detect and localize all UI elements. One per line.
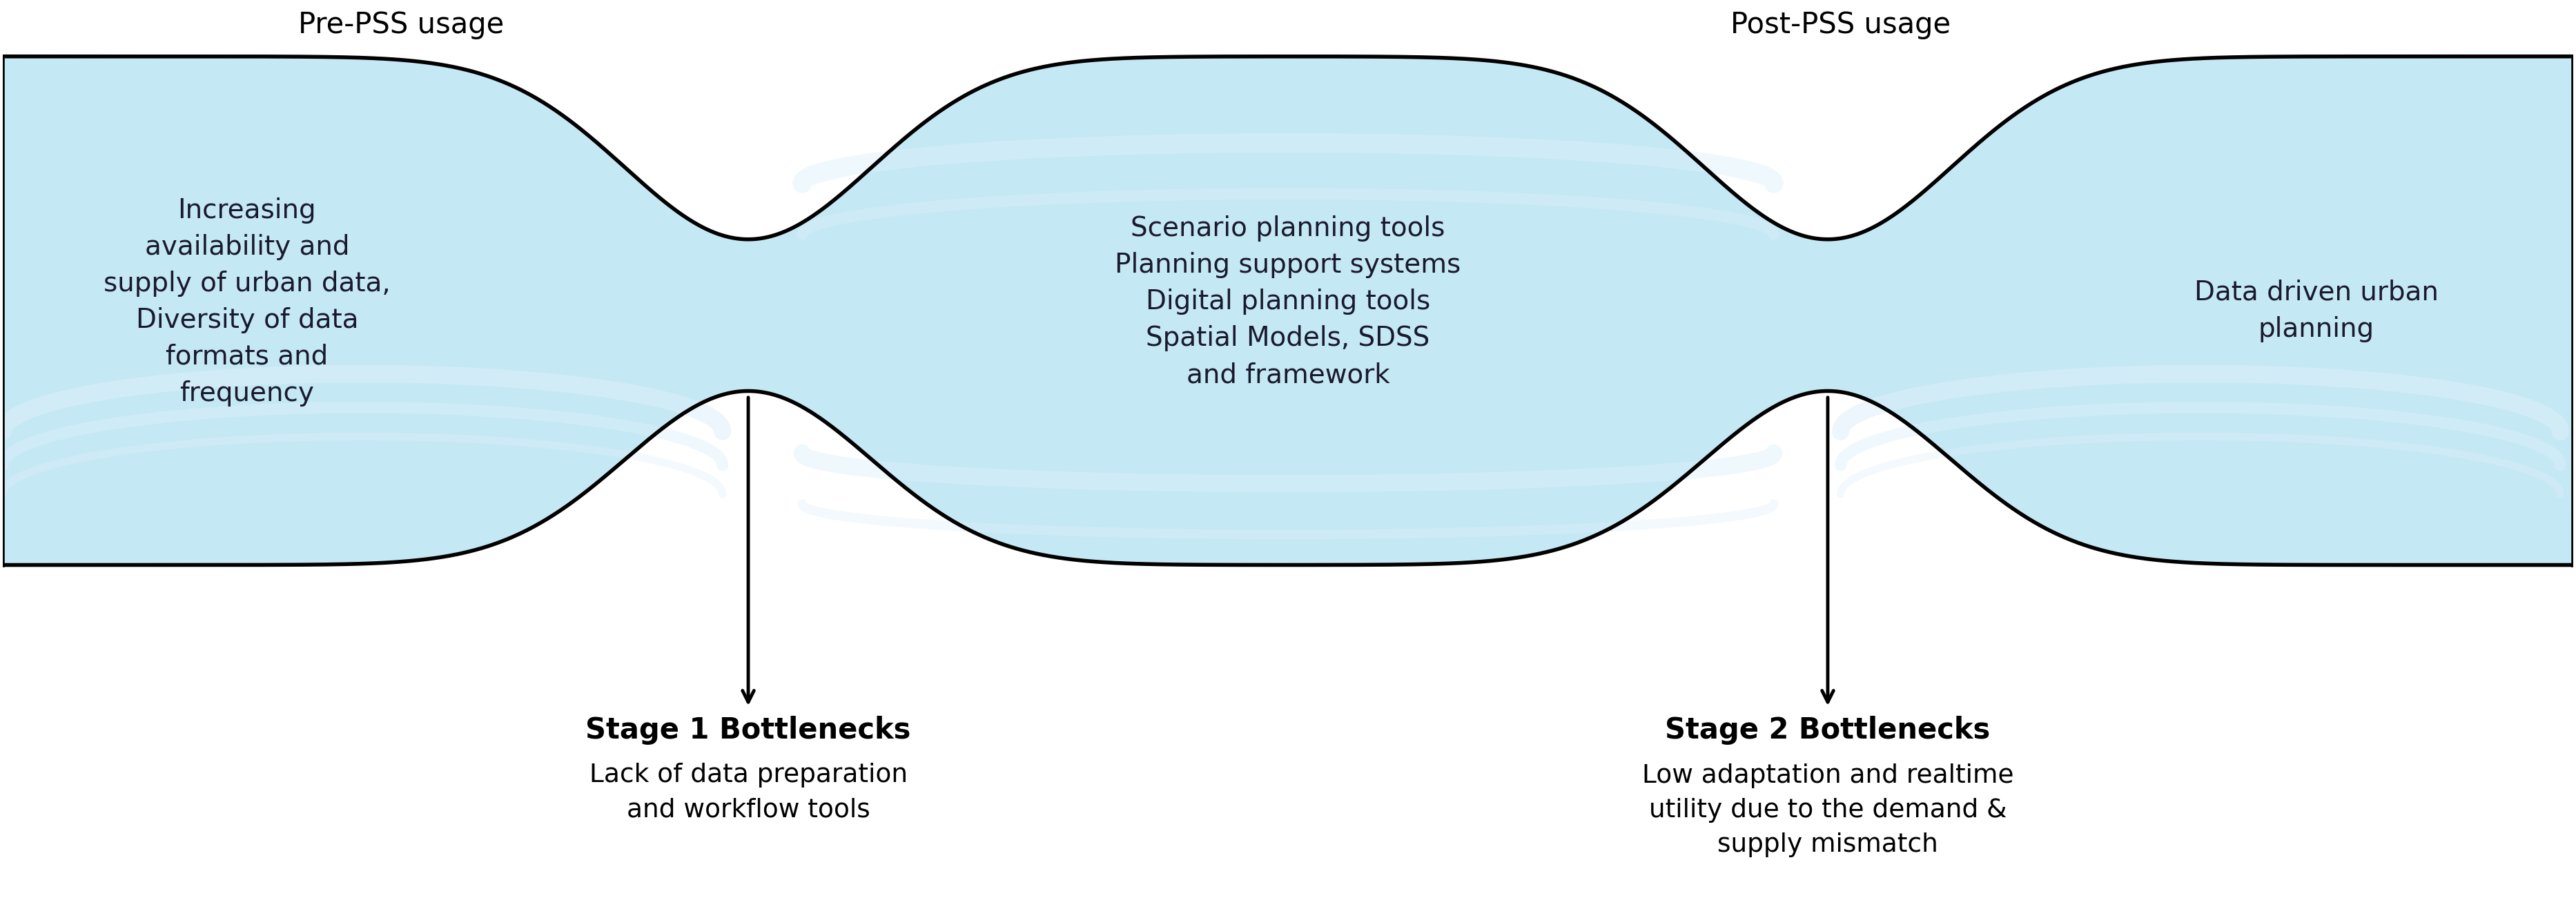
Text: Data driven urban
planning: Data driven urban planning <box>2195 279 2439 342</box>
Polygon shape <box>3 57 2573 565</box>
Text: Low adaptation and realtime
utility due to the demand &
supply mismatch: Low adaptation and realtime utility due … <box>1641 763 2014 858</box>
Text: Stage 1 Bottlenecks: Stage 1 Bottlenecks <box>585 716 912 744</box>
Text: Scenario planning tools
Planning support systems
Digital planning tools
Spatial : Scenario planning tools Planning support… <box>1115 216 1461 388</box>
Text: Lack of data preparation
and workflow tools: Lack of data preparation and workflow to… <box>590 762 907 823</box>
Text: Stage 2 Bottlenecks: Stage 2 Bottlenecks <box>1664 716 1991 744</box>
Text: Post-PSS usage: Post-PSS usage <box>1731 11 1950 40</box>
Text: Pre-PSS usage: Pre-PSS usage <box>299 11 505 40</box>
Text: Increasing
availability and
supply of urban data,
Diversity of data
formats and
: Increasing availability and supply of ur… <box>103 198 392 407</box>
